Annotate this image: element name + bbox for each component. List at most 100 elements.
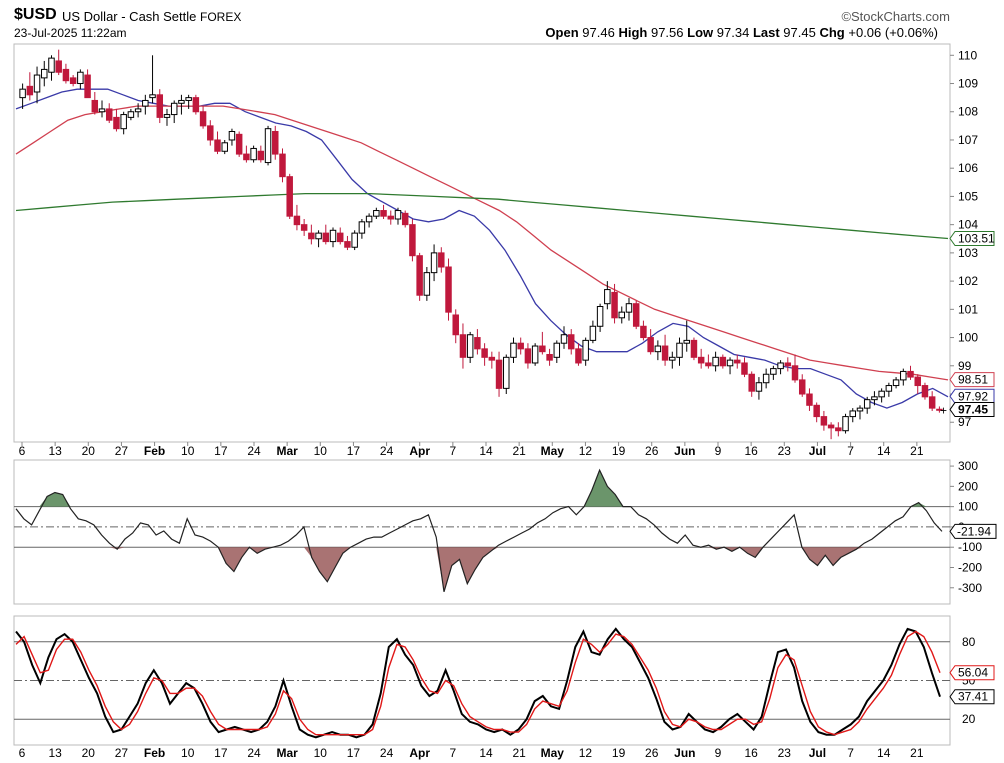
chg-value: +0.06 (+0.06%) bbox=[848, 25, 938, 40]
x-axis-label-bottom: 10 bbox=[314, 746, 328, 760]
candle-body bbox=[243, 153, 250, 161]
price-tick-label: 108 bbox=[958, 105, 978, 119]
candle-body bbox=[719, 356, 727, 367]
candle-body bbox=[336, 232, 344, 243]
candle-body bbox=[409, 224, 416, 257]
candle-body bbox=[84, 74, 91, 99]
x-axis-label-top: 26 bbox=[645, 444, 659, 458]
cci-value-box bbox=[949, 523, 997, 539]
x-axis-label-top: 14 bbox=[877, 444, 891, 458]
candle-body bbox=[560, 334, 568, 344]
candle-body bbox=[344, 241, 351, 248]
candle-body bbox=[849, 410, 857, 418]
candle-body bbox=[705, 362, 712, 367]
candle-body bbox=[676, 342, 683, 358]
cci-tick-label: 100 bbox=[958, 500, 978, 514]
x-axis-label-bottom: 24 bbox=[247, 746, 261, 760]
candle-body bbox=[134, 108, 142, 113]
candle-body bbox=[19, 88, 26, 99]
chg-label: Chg bbox=[819, 25, 845, 40]
instrument-name: US Dollar - Cash Settle FOREX bbox=[62, 9, 241, 24]
candle-body bbox=[835, 427, 842, 432]
candle-body bbox=[900, 370, 907, 381]
cci-tick-label: 300 bbox=[958, 459, 978, 473]
x-axis-label-bottom: Jun bbox=[674, 746, 695, 760]
ma-mid-value-box bbox=[949, 372, 995, 388]
candle-body bbox=[567, 334, 575, 350]
candle-body bbox=[813, 404, 820, 418]
candle-body bbox=[156, 94, 164, 118]
cci-oversold-fill bbox=[16, 547, 942, 592]
price-tick-label: 104 bbox=[958, 218, 978, 232]
candle-body bbox=[293, 215, 301, 226]
candle-body bbox=[250, 147, 257, 161]
x-axis-label-bottom: 14 bbox=[877, 746, 891, 760]
candle-body bbox=[228, 131, 236, 141]
candle-body bbox=[806, 393, 813, 406]
candle-body bbox=[373, 210, 380, 217]
candle-body bbox=[798, 379, 806, 395]
low-label: Low bbox=[687, 25, 714, 40]
candle-body bbox=[438, 252, 445, 268]
candle-body bbox=[863, 399, 871, 409]
candle-body bbox=[322, 232, 330, 243]
x-axis-label-top: 13 bbox=[48, 444, 62, 458]
candle-body bbox=[365, 215, 373, 223]
price-tick-label: 100 bbox=[958, 331, 978, 345]
open-label: Open bbox=[545, 25, 579, 40]
candle-body bbox=[755, 382, 763, 392]
candle-body bbox=[315, 232, 322, 240]
candle-body bbox=[69, 77, 77, 85]
x-axis-label-top: May bbox=[541, 444, 565, 458]
candle-body bbox=[264, 128, 272, 164]
x-axis-label-top: Mar bbox=[276, 444, 298, 458]
candle-body bbox=[91, 99, 99, 113]
candle-body bbox=[163, 114, 171, 118]
instrument-fullname: US Dollar - Cash Settle bbox=[62, 9, 197, 24]
candle-body bbox=[517, 342, 524, 350]
high-label: High bbox=[618, 25, 648, 40]
candle-body bbox=[495, 359, 503, 389]
x-axis-label-bottom: 27 bbox=[115, 746, 129, 760]
candle-body bbox=[235, 133, 243, 155]
x-axis-label-top: 24 bbox=[247, 444, 261, 458]
stoch-d-last-value: 56.04 bbox=[958, 666, 988, 680]
price-tick-label: 101 bbox=[958, 302, 978, 316]
x-axis-label-top: Apr bbox=[409, 444, 430, 458]
price-tick-label: 97 bbox=[958, 415, 972, 429]
x-axis-label-bottom: May bbox=[541, 746, 565, 760]
x-axis-label-top: 21 bbox=[512, 444, 526, 458]
candle-body bbox=[466, 334, 474, 358]
x-axis-label-top: 27 bbox=[115, 444, 129, 458]
x-axis-label-top: 24 bbox=[380, 444, 394, 458]
x-axis-label-top: 10 bbox=[181, 444, 195, 458]
candle-body bbox=[669, 356, 676, 361]
last-price-value-box bbox=[949, 402, 995, 418]
open-value: 97.46 bbox=[582, 25, 615, 40]
candle-body bbox=[62, 68, 70, 82]
x-axis-label-bottom: Mar bbox=[276, 746, 298, 760]
candle-body bbox=[77, 71, 84, 85]
stoch-tick-label: 80 bbox=[962, 635, 976, 649]
price-tick-label: 105 bbox=[958, 189, 978, 203]
cci-line bbox=[15, 468, 943, 592]
candle-body bbox=[185, 97, 192, 101]
candle-body bbox=[885, 385, 893, 392]
price-tick-label: 99 bbox=[958, 359, 972, 373]
candle-body bbox=[430, 252, 438, 274]
x-axis-label-top: Jul bbox=[809, 444, 826, 458]
candle-body bbox=[654, 345, 662, 353]
candle-body bbox=[611, 291, 618, 319]
candle-body bbox=[784, 362, 792, 367]
x-axis-label-bottom: 7 bbox=[847, 746, 854, 760]
candle-body bbox=[55, 60, 62, 73]
stoch-k-line bbox=[15, 627, 941, 739]
x-axis-label-bottom: Feb bbox=[144, 746, 165, 760]
candle-body bbox=[192, 97, 200, 113]
candle-body bbox=[632, 303, 640, 327]
candle-body bbox=[33, 74, 41, 93]
ma-short-value-box bbox=[949, 388, 995, 404]
x-axis-label-top: 6 bbox=[19, 444, 26, 458]
x-axis-label-bottom: 10 bbox=[181, 746, 195, 760]
candle-body bbox=[300, 224, 308, 231]
